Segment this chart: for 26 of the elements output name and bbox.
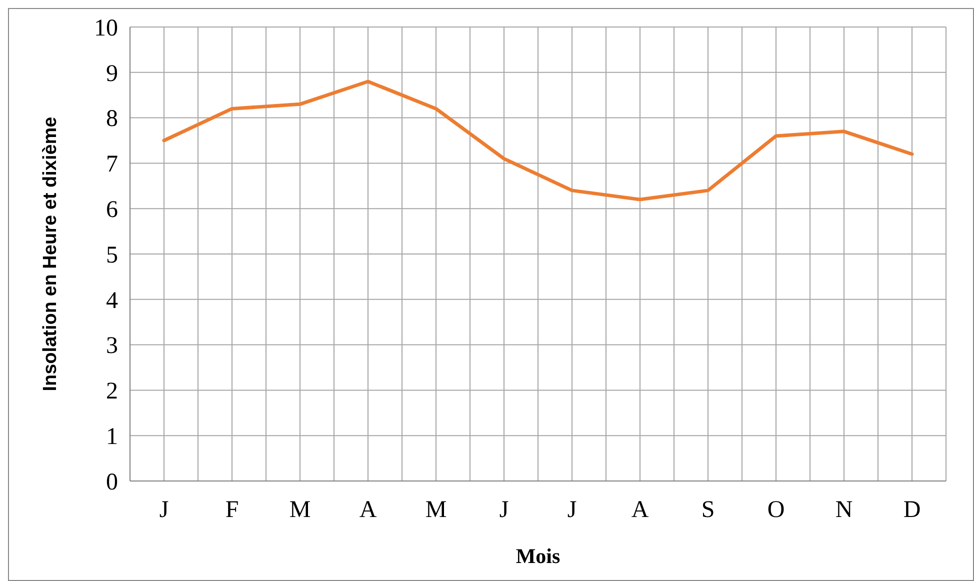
x-tick-label: J xyxy=(159,497,169,523)
y-tick-label: 7 xyxy=(106,152,118,178)
x-tick-label: M xyxy=(425,497,447,523)
y-tick-label: 2 xyxy=(106,378,118,405)
x-tick-label: A xyxy=(359,497,378,523)
y-tick-label: 0 xyxy=(106,469,118,496)
y-tick-label: 9 xyxy=(106,60,118,87)
x-tick-label: D xyxy=(903,497,921,523)
x-tick-label: J xyxy=(567,497,577,523)
y-tick-label: 4 xyxy=(106,288,118,314)
x-tick-label: S xyxy=(701,497,715,523)
x-tick-label: O xyxy=(767,497,785,523)
x-tick-label: M xyxy=(289,497,311,523)
x-tick-label: N xyxy=(835,497,853,523)
line-series xyxy=(162,80,914,202)
y-tick-label: 10 xyxy=(94,15,118,42)
y-tick-label: 3 xyxy=(106,333,118,360)
y-tick-label: 8 xyxy=(106,106,118,132)
x-axis-title: Mois xyxy=(516,544,560,568)
x-tick-label: A xyxy=(631,497,650,523)
x-tick-label: J xyxy=(499,497,509,523)
x-tick-label: F xyxy=(225,497,239,523)
y-tick-label: 5 xyxy=(106,242,118,268)
y-tick-label: 1 xyxy=(106,424,118,450)
y-tick-label: 6 xyxy=(106,197,118,223)
y-axis-title: Insolation en Heure et dixième xyxy=(40,116,61,392)
